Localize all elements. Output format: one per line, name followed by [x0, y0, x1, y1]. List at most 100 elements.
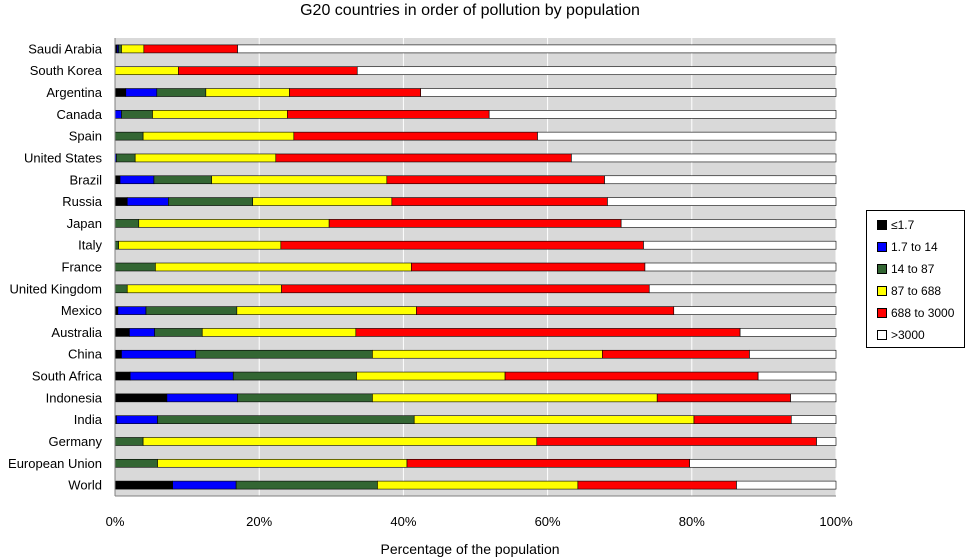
bar-segment	[673, 306, 837, 315]
bar-segment	[121, 349, 197, 359]
bar-segment	[168, 197, 254, 206]
bar-segment	[620, 219, 837, 228]
bar-segment	[488, 110, 837, 119]
category-label: Spain	[69, 129, 102, 144]
bar-segment	[386, 175, 605, 185]
x-tick-label: 60%	[535, 514, 561, 529]
bar-segment	[577, 480, 737, 490]
bar-segment	[289, 88, 422, 97]
bar-segment	[157, 458, 408, 468]
bar-segment	[372, 393, 658, 403]
bar-segment	[155, 262, 412, 272]
category-label: South Korea	[30, 63, 103, 78]
category-label: Argentina	[46, 85, 102, 100]
category-label: France	[62, 260, 102, 275]
bar-segment	[235, 480, 378, 490]
bar-segment	[689, 458, 837, 468]
bar-segment	[504, 371, 759, 381]
category-label: Italy	[78, 238, 102, 253]
bar-segment	[790, 393, 837, 403]
bar-segment	[420, 88, 837, 97]
bar-segment	[281, 284, 650, 294]
bar-segment	[142, 131, 295, 141]
bar-segment	[416, 306, 675, 315]
bar-segment	[356, 66, 837, 76]
bar-segment	[138, 219, 330, 228]
bar-segment	[537, 131, 837, 141]
legend-label: ≤1.7	[891, 218, 915, 232]
bar-segment	[114, 393, 168, 403]
bar-segment	[134, 153, 277, 163]
legend-swatch	[877, 330, 887, 340]
bar-segment	[237, 44, 837, 54]
bar-segment	[142, 437, 538, 446]
legend-swatch	[877, 242, 887, 252]
bar-segment	[126, 197, 169, 206]
legend-swatch	[877, 308, 887, 318]
legend-label: 1.7 to 14	[891, 240, 938, 254]
bar-segment	[114, 262, 156, 272]
x-tick-label: 80%	[679, 514, 705, 529]
legend-item: 14 to 87	[877, 261, 934, 277]
bar-segment	[178, 66, 358, 76]
category-label: Canada	[56, 107, 102, 122]
legend-item: >3000	[877, 327, 925, 343]
legend-swatch	[877, 286, 887, 296]
bar-segment	[152, 110, 288, 119]
bar-segment	[372, 349, 603, 359]
category-label: China	[68, 347, 103, 362]
bar-segment	[114, 131, 144, 141]
bar-segment	[114, 110, 122, 119]
bar-segment	[126, 284, 282, 294]
category-label: Saudi Arabia	[28, 41, 102, 56]
bar-segment	[736, 480, 837, 490]
category-labels: Saudi Arabia South Korea Argentina Canada Sp…	[8, 41, 103, 492]
bar-segment	[205, 88, 290, 97]
legend-swatch	[877, 264, 887, 274]
bar-segment	[749, 349, 837, 359]
bar-segment	[237, 393, 373, 403]
bar-segment	[816, 437, 837, 446]
category-label: Brazil	[69, 172, 102, 187]
x-axis-label: Percentage of the population	[380, 541, 559, 557]
bar-segment	[118, 44, 122, 54]
category-label: United Kingdom	[10, 281, 103, 296]
bar-segment	[201, 328, 357, 337]
bar-segment	[114, 437, 144, 446]
bar-segment	[114, 480, 173, 490]
bar-segment	[145, 306, 238, 315]
bar-segment	[121, 110, 153, 119]
bar-segment	[114, 197, 128, 206]
bar-segment	[143, 44, 238, 54]
bar-segment	[644, 262, 837, 272]
bar-segment	[355, 328, 741, 337]
bar-segment	[328, 219, 622, 228]
x-tick-label: 20%	[246, 514, 272, 529]
chart-title: G20 countries in order of pollution by p…	[300, 2, 640, 19]
bar-segment	[116, 153, 136, 163]
legend-label: 14 to 87	[891, 262, 935, 276]
bar-segment	[125, 88, 158, 97]
bar-segment	[356, 371, 506, 381]
bar-segment	[790, 415, 837, 424]
bar-segment	[117, 306, 147, 315]
bar-segment	[119, 175, 155, 185]
bar-segment	[607, 197, 837, 206]
bar-segment	[293, 131, 538, 141]
category-label: United States	[24, 150, 103, 165]
x-tick-label: 40%	[390, 514, 416, 529]
legend: ≤1.7 1.7 to 14 14 to 87 87 to 688 688 to 300…	[866, 210, 965, 348]
bar-segment	[571, 153, 837, 163]
category-label: Japan	[67, 216, 102, 231]
bar-segment	[391, 197, 608, 206]
x-tick-label: 0%	[106, 514, 125, 529]
legend-item: 87 to 688	[877, 283, 941, 299]
legend-item: ≤1.7	[877, 217, 914, 233]
x-tick-labels: 0% 20% 40% 60% 80% 100%	[106, 514, 853, 529]
bar-segment	[153, 175, 212, 185]
category-label: Indonesia	[46, 390, 103, 405]
bar-segment	[757, 371, 837, 381]
bar-segment	[656, 393, 791, 403]
category-label: Russia	[62, 194, 103, 209]
